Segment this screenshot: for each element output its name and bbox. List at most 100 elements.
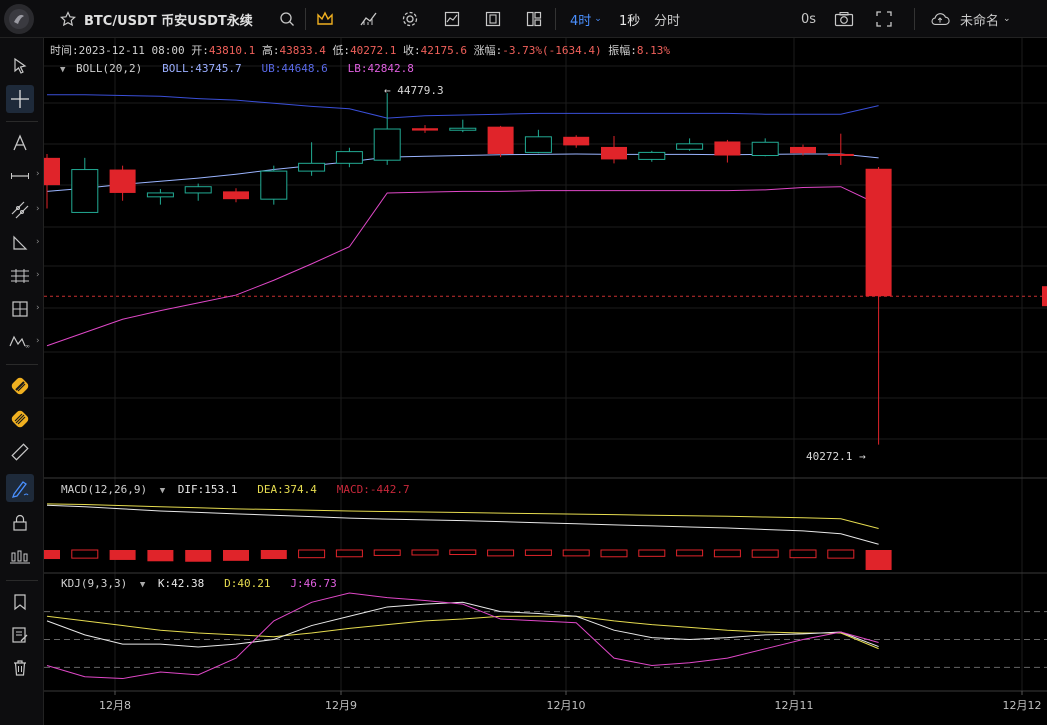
candle-body-up [751,141,779,157]
hide-drawings-icon[interactable] [6,543,34,571]
macd-histogram-bar [411,549,439,556]
macd-name: MACD(12,26,9) [61,483,148,496]
x-axis-tick-label: 12月12 [1003,699,1042,712]
macd-histogram-bar [260,550,287,560]
edit-list-icon[interactable] [6,621,34,649]
interval-1s-button[interactable]: 1秒 [619,13,641,29]
candle-body-up [373,128,401,161]
cursor-icon[interactable] [6,52,34,80]
boll-legend[interactable]: ▼ BOLL(20,2) BOLL:43745.7 UB:44648.6 LB:… [60,62,414,75]
horizontal-line-icon[interactable] [6,162,34,190]
settings-icon[interactable] [400,9,420,29]
open-value: 43810.1 [208,44,256,57]
candle-body-down [109,169,136,193]
parallel-channel-icon[interactable] [6,196,34,224]
crown-icon[interactable] [315,9,335,29]
gann-box-icon[interactable] [6,295,34,323]
candle-body-up [146,192,174,198]
copy-icon[interactable] [483,9,503,29]
macd-histogram-bar [676,549,704,557]
macd-histogram-bar [487,549,515,557]
candle-body-down [714,141,741,156]
interval-4h-button[interactable]: 4时 ⌄ [570,0,602,38]
boll-ub-value: UB:44648.6 [261,62,328,75]
interval-4h-label: 4时 [570,13,592,29]
boll-lb-line [46,186,879,347]
interval-timeline-button[interactable]: 分时 [654,13,681,29]
macd-histogram-bar [109,550,136,560]
layout-name-dropdown[interactable]: 未命名 ⌄ [960,0,1011,38]
symbol-title[interactable]: BTC/USDT 币安USDT永续 [84,13,253,29]
layout-icon[interactable] [524,9,544,29]
low-label: 低: [332,44,351,57]
cloud-icon[interactable] [930,9,950,29]
fullscreen-icon[interactable] [874,9,894,29]
macd-histogram-bar [449,549,477,556]
chart-area[interactable]: 12月8 12月9 12月10 12月11 12月12 时间:2023-12-11 08… [44,38,1047,725]
candle-body-up [260,170,288,200]
time-value: 2023-12-11 08:00 [78,44,185,57]
magnet-icon[interactable] [6,372,34,400]
kdj-legend[interactable]: KDJ(9,3,3) ▼ K:42.38 D:40.21 J:46.73 [61,577,337,590]
text-tool-icon[interactable] [6,129,34,157]
ruler-icon[interactable] [6,438,34,466]
ohlc-info-bar: 时间:2023-12-11 08:00 开:43810.1 高:43833.4 … [50,42,670,58]
macd-histogram-bar [185,550,212,562]
chevron-right-icon[interactable]: › [36,270,40,280]
open-label: 开: [191,44,209,57]
camera-icon[interactable] [834,9,854,29]
high-price-marker: ← 44779.3 [384,84,444,97]
chevron-right-icon[interactable]: › [36,169,40,179]
chart-template-icon[interactable] [442,9,462,29]
candle-body-down [44,157,60,186]
close-label: 收: [403,44,421,57]
pen-tool-icon[interactable] [6,474,34,502]
boll-mid-line [46,153,879,192]
crosshair-icon[interactable] [6,85,34,113]
macd-histogram-bar [562,549,590,557]
x-axis-tick-label: 12月11 [775,699,814,712]
chevron-right-icon[interactable]: › [36,237,40,247]
star-icon[interactable] [58,9,78,29]
search-icon[interactable] [277,9,297,29]
strong-magnet-icon[interactable] [6,405,34,433]
chevron-down-icon[interactable]: ▼ [60,65,66,75]
chevron-down-icon[interactable]: ▼ [159,486,166,496]
j-value: J:46.73 [290,577,337,590]
candle-body-down [487,126,514,154]
indicators-icon[interactable] [359,9,379,29]
price-chart-svg[interactable]: 12月8 12月9 12月10 12月11 12月12 [44,38,1047,725]
countdown-text: 0s [801,11,817,27]
chevron-right-icon[interactable]: › [36,336,40,346]
bookmark-icon[interactable] [6,588,34,616]
macd-histogram-bar [865,550,892,570]
candle-body-up [524,136,552,153]
chevron-down-icon[interactable]: ⌄ [594,14,602,24]
candle-body-up [676,143,704,150]
chevron-right-icon[interactable]: › [36,204,40,214]
chevron-right-icon[interactable]: › [36,303,40,313]
macd-histogram-bar [524,549,552,556]
wave-pattern-icon[interactable]: ∞ [6,328,34,356]
boll-name: BOLL(20,2) [76,62,143,75]
triangle-tool-icon[interactable] [6,229,34,257]
kdj-k-line [46,601,879,648]
candle-body-up [71,169,99,213]
macd-legend[interactable]: MACD(12,26,9) ▼ DIF:153.1 DEA:374.4 MACD… [61,483,410,496]
fib-retracement-icon[interactable] [6,262,34,290]
boll-mid-value: BOLL:43745.7 [162,62,242,75]
d-value: D:40.21 [224,577,271,590]
drawing-toolbar: › › › › › ∞ › [0,38,44,725]
candle-body-up [335,151,363,164]
chevron-down-icon[interactable]: ▼ [139,580,146,590]
candle-body-up [449,127,477,131]
boll-ub-line [47,94,879,119]
candle-body-down [865,168,892,297]
logo-icon[interactable] [4,4,34,34]
candle-body-up [184,186,212,194]
amplitude-value: 8.13% [636,44,670,57]
trash-icon[interactable] [6,654,34,682]
candle-body-down [223,191,249,200]
lock-icon[interactable] [6,509,34,537]
top-toolbar: BTC/USDT 币安USDT永续 4时 ⌄ 1秒 分时 0s 未命名 ⌄ [0,0,1047,38]
